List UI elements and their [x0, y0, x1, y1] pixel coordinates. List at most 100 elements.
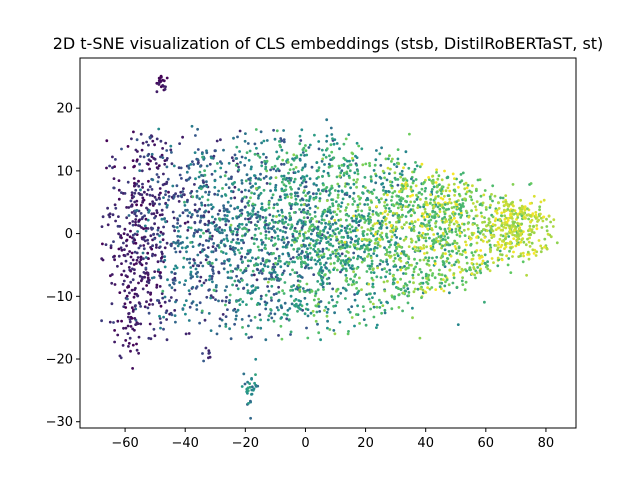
scatter-point	[235, 284, 239, 287]
scatter-point	[285, 151, 289, 155]
scatter-point	[494, 209, 497, 213]
scatter-point	[375, 196, 378, 200]
scatter-point	[236, 228, 240, 231]
scatter-point	[290, 196, 293, 199]
scatter-point	[198, 197, 202, 201]
scatter-point	[322, 218, 326, 222]
scatter-point	[202, 184, 206, 188]
scatter-point	[276, 221, 280, 225]
scatter-point	[318, 250, 322, 253]
scatter-point	[188, 261, 192, 265]
scatter-point	[471, 184, 474, 188]
scatter-point	[133, 200, 137, 204]
scatter-point	[371, 285, 375, 289]
scatter-point	[309, 246, 313, 250]
scatter-point	[445, 208, 448, 211]
scatter-point	[385, 203, 389, 207]
scatter-point	[171, 281, 175, 284]
scatter-point	[329, 143, 333, 147]
scatter-point	[332, 329, 336, 332]
scatter-point	[113, 329, 116, 332]
scatter-point	[497, 201, 500, 205]
scatter-point	[274, 183, 278, 187]
scatter-point	[298, 158, 302, 162]
scatter-point	[269, 227, 273, 230]
scatter-point	[448, 291, 451, 295]
scatter-point	[172, 216, 176, 220]
scatter-point	[268, 271, 272, 275]
scatter-point	[248, 382, 252, 385]
scatter-point	[153, 253, 157, 257]
scatter-point	[411, 316, 414, 320]
x-tick-label: 40	[417, 436, 434, 451]
scatter-point	[240, 247, 244, 250]
scatter-point	[250, 215, 254, 218]
scatter-point	[132, 263, 136, 266]
scatter-point	[156, 260, 160, 264]
scatter-point	[490, 193, 493, 196]
scatter-point	[478, 256, 482, 260]
scatter-point	[459, 270, 462, 274]
scatter-point	[475, 224, 479, 227]
scatter-point	[189, 241, 193, 244]
scatter-point	[267, 200, 271, 204]
scatter-point	[410, 220, 414, 224]
scatter-point	[189, 215, 193, 219]
scatter-point	[191, 195, 195, 199]
scatter-point	[159, 275, 163, 279]
scatter-point	[473, 273, 476, 277]
scatter-point	[488, 243, 492, 247]
scatter-point	[283, 193, 287, 197]
scatter-point	[471, 254, 475, 257]
scatter-point	[339, 205, 343, 208]
scatter-point	[277, 256, 281, 260]
scatter-point	[274, 186, 277, 189]
scatter-point	[459, 216, 463, 219]
scatter-point	[371, 192, 374, 196]
scatter-point	[142, 235, 146, 239]
scatter-point	[150, 177, 154, 181]
scatter-point	[226, 200, 230, 204]
scatter-point	[412, 225, 416, 229]
scatter-point	[496, 240, 500, 244]
scatter-point	[303, 260, 306, 264]
scatter-point	[358, 215, 362, 219]
scatter-point	[312, 239, 315, 243]
scatter-point	[260, 248, 264, 252]
scatter-point	[159, 230, 163, 234]
scatter-point	[126, 145, 130, 148]
scatter-point	[189, 226, 193, 230]
scatter-point	[150, 212, 154, 216]
scatter-point	[500, 211, 504, 215]
scatter-point	[419, 198, 422, 201]
scatter-point	[145, 193, 149, 196]
scatter-point	[384, 275, 387, 279]
scatter-point	[352, 214, 355, 218]
scatter-point	[543, 237, 547, 241]
scatter-point	[222, 206, 226, 210]
scatter-point	[229, 247, 232, 251]
scatter-point	[228, 227, 232, 231]
scatter-point	[151, 227, 155, 230]
scatter-point	[190, 213, 194, 217]
scatter-point	[516, 216, 520, 219]
scatter-point	[223, 229, 227, 232]
scatter-point	[445, 232, 449, 236]
scatter-point	[438, 210, 442, 214]
scatter-point	[329, 256, 332, 260]
scatter-point	[404, 215, 408, 218]
scatter-point	[280, 139, 284, 143]
scatter-point	[211, 280, 214, 284]
scatter-point	[257, 227, 261, 230]
scatter-point	[422, 244, 426, 247]
scatter-point	[390, 160, 393, 163]
scatter-point	[246, 211, 250, 214]
scatter-point	[279, 265, 283, 269]
scatter-point	[260, 164, 264, 168]
scatter-point	[143, 214, 147, 218]
scatter-point	[381, 304, 385, 307]
scatter-point	[308, 195, 312, 199]
scatter-point	[247, 314, 251, 318]
scatter-point	[194, 272, 198, 276]
scatter-point	[422, 215, 426, 219]
